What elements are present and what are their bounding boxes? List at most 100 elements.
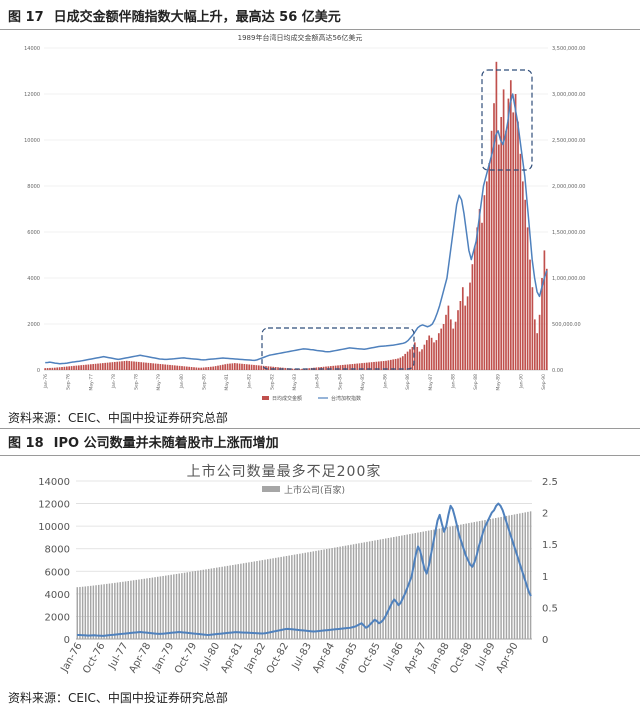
bar	[108, 583, 111, 639]
bar	[505, 130, 507, 370]
y-left-tick-label: 0	[37, 368, 40, 374]
x-tick-label: Apr-84	[311, 641, 337, 675]
bar	[49, 367, 51, 370]
bar	[485, 181, 488, 370]
x-tick-label: Oct-82	[265, 641, 291, 676]
bar	[221, 364, 224, 370]
legend-label: 上市公司(百家)	[284, 484, 345, 496]
bar	[521, 512, 524, 639]
bar	[218, 567, 221, 639]
bar	[514, 94, 517, 370]
bar	[336, 547, 339, 639]
figure-18-caption: IPO 公司数量并未随着股市上涨而增加	[53, 436, 279, 451]
bar	[358, 543, 360, 639]
bar	[363, 542, 366, 639]
bar	[312, 551, 315, 639]
bar	[490, 130, 493, 370]
chart-17-line	[45, 93, 548, 365]
bar	[513, 514, 516, 639]
bar	[375, 361, 378, 370]
bar	[202, 367, 205, 370]
bar	[441, 528, 443, 639]
y-right-tick-label: 1,500,000.00	[552, 230, 585, 236]
bar	[416, 347, 419, 370]
bar	[159, 576, 162, 639]
y-right-tick-label: 1.5	[542, 540, 558, 551]
bar	[423, 344, 426, 370]
bar	[533, 319, 536, 370]
bar	[164, 364, 167, 370]
bar	[508, 515, 510, 639]
highlight-box-1980s	[261, 327, 415, 370]
bar	[390, 537, 392, 639]
x-tick-label: Jan-82	[247, 374, 253, 389]
bar	[339, 546, 341, 639]
chart-17-grid	[44, 47, 548, 371]
bar	[162, 575, 164, 639]
bar	[92, 585, 95, 639]
bar	[221, 566, 223, 639]
bar	[346, 364, 349, 370]
y-left-tick-label: 4000	[27, 276, 40, 282]
bar	[385, 538, 387, 639]
bar	[99, 363, 102, 370]
bar	[394, 358, 397, 370]
x-tick-label: Apr-90	[495, 641, 521, 675]
bar	[132, 580, 135, 639]
bar	[500, 516, 502, 639]
y-left-tick-label: 10000	[24, 138, 40, 144]
bar	[280, 556, 282, 639]
bar	[329, 366, 332, 370]
bar	[274, 367, 277, 370]
bar	[291, 555, 293, 639]
bar	[334, 365, 337, 370]
x-tick-label: Sep-82	[269, 374, 275, 390]
bar	[527, 511, 529, 639]
bar	[85, 364, 87, 370]
y-left-tick-label: 14000	[38, 477, 70, 488]
bar	[253, 561, 256, 639]
bar	[481, 222, 483, 370]
bar	[449, 526, 451, 639]
bar	[332, 365, 335, 370]
bar	[81, 586, 84, 639]
figure-17-title: 图 17 日成交金额伴随指数大幅上升，最高达 56 亿美元	[0, 6, 640, 30]
bar	[121, 361, 123, 370]
bar	[89, 585, 92, 639]
bar	[471, 264, 474, 370]
bar	[437, 333, 440, 370]
bar	[464, 305, 467, 370]
bar	[461, 287, 464, 370]
bar	[337, 365, 339, 370]
bar	[465, 523, 467, 639]
bar	[427, 530, 430, 639]
bar	[111, 583, 113, 639]
y-right-tick-label: 1	[542, 572, 548, 583]
bar	[237, 564, 239, 639]
bar	[183, 572, 186, 639]
chart-17-title: 1989年台湾日均成交金额高达56亿美元	[238, 33, 363, 42]
bar	[473, 245, 476, 370]
bar	[193, 367, 195, 370]
bar	[430, 530, 433, 639]
bar	[284, 367, 287, 370]
bar	[127, 581, 129, 639]
bar	[433, 529, 435, 639]
bar	[101, 363, 104, 370]
bar	[459, 301, 462, 370]
bar	[175, 573, 178, 639]
bar	[183, 366, 186, 370]
bar	[497, 517, 500, 639]
bar	[497, 144, 500, 370]
x-tick-label: Sep-78	[134, 374, 140, 390]
bar	[519, 153, 522, 370]
bar	[142, 362, 145, 370]
bar	[199, 570, 202, 639]
figure-17-caption: 日成交金额伴随指数大幅上升，最高达 56 亿美元	[53, 10, 341, 25]
bar	[128, 361, 131, 370]
bar	[328, 548, 331, 639]
bar	[503, 516, 505, 639]
bar	[366, 541, 368, 639]
index-line	[77, 502, 532, 637]
x-tick-label: Jan-78	[111, 374, 117, 389]
